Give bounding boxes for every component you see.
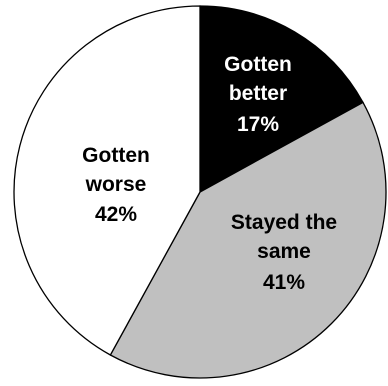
slice-label-better-line2: better bbox=[229, 82, 287, 105]
slice-label-worse-line1: Gotten bbox=[82, 144, 150, 167]
pie-slice-gotten-worse bbox=[13, 5, 201, 356]
pie-slice-stayed-the-same bbox=[109, 101, 387, 379]
pie-slices bbox=[13, 5, 387, 379]
slice-label-worse-line2: worse bbox=[85, 173, 147, 196]
slice-label-same-line1: Stayed the bbox=[231, 211, 337, 234]
slice-label-better-line1: Gotten bbox=[224, 53, 292, 76]
pie-slice-gotten-better bbox=[199, 5, 364, 194]
slice-label-same-pct: 41% bbox=[263, 271, 305, 294]
slice-label-better-pct: 17% bbox=[237, 113, 279, 136]
slice-label-worse-pct: 42% bbox=[95, 203, 137, 226]
slice-label-same-line2: same bbox=[257, 240, 311, 263]
slice-labels: Gotten better 17% Stayed the same 41% Go… bbox=[82, 53, 337, 294]
